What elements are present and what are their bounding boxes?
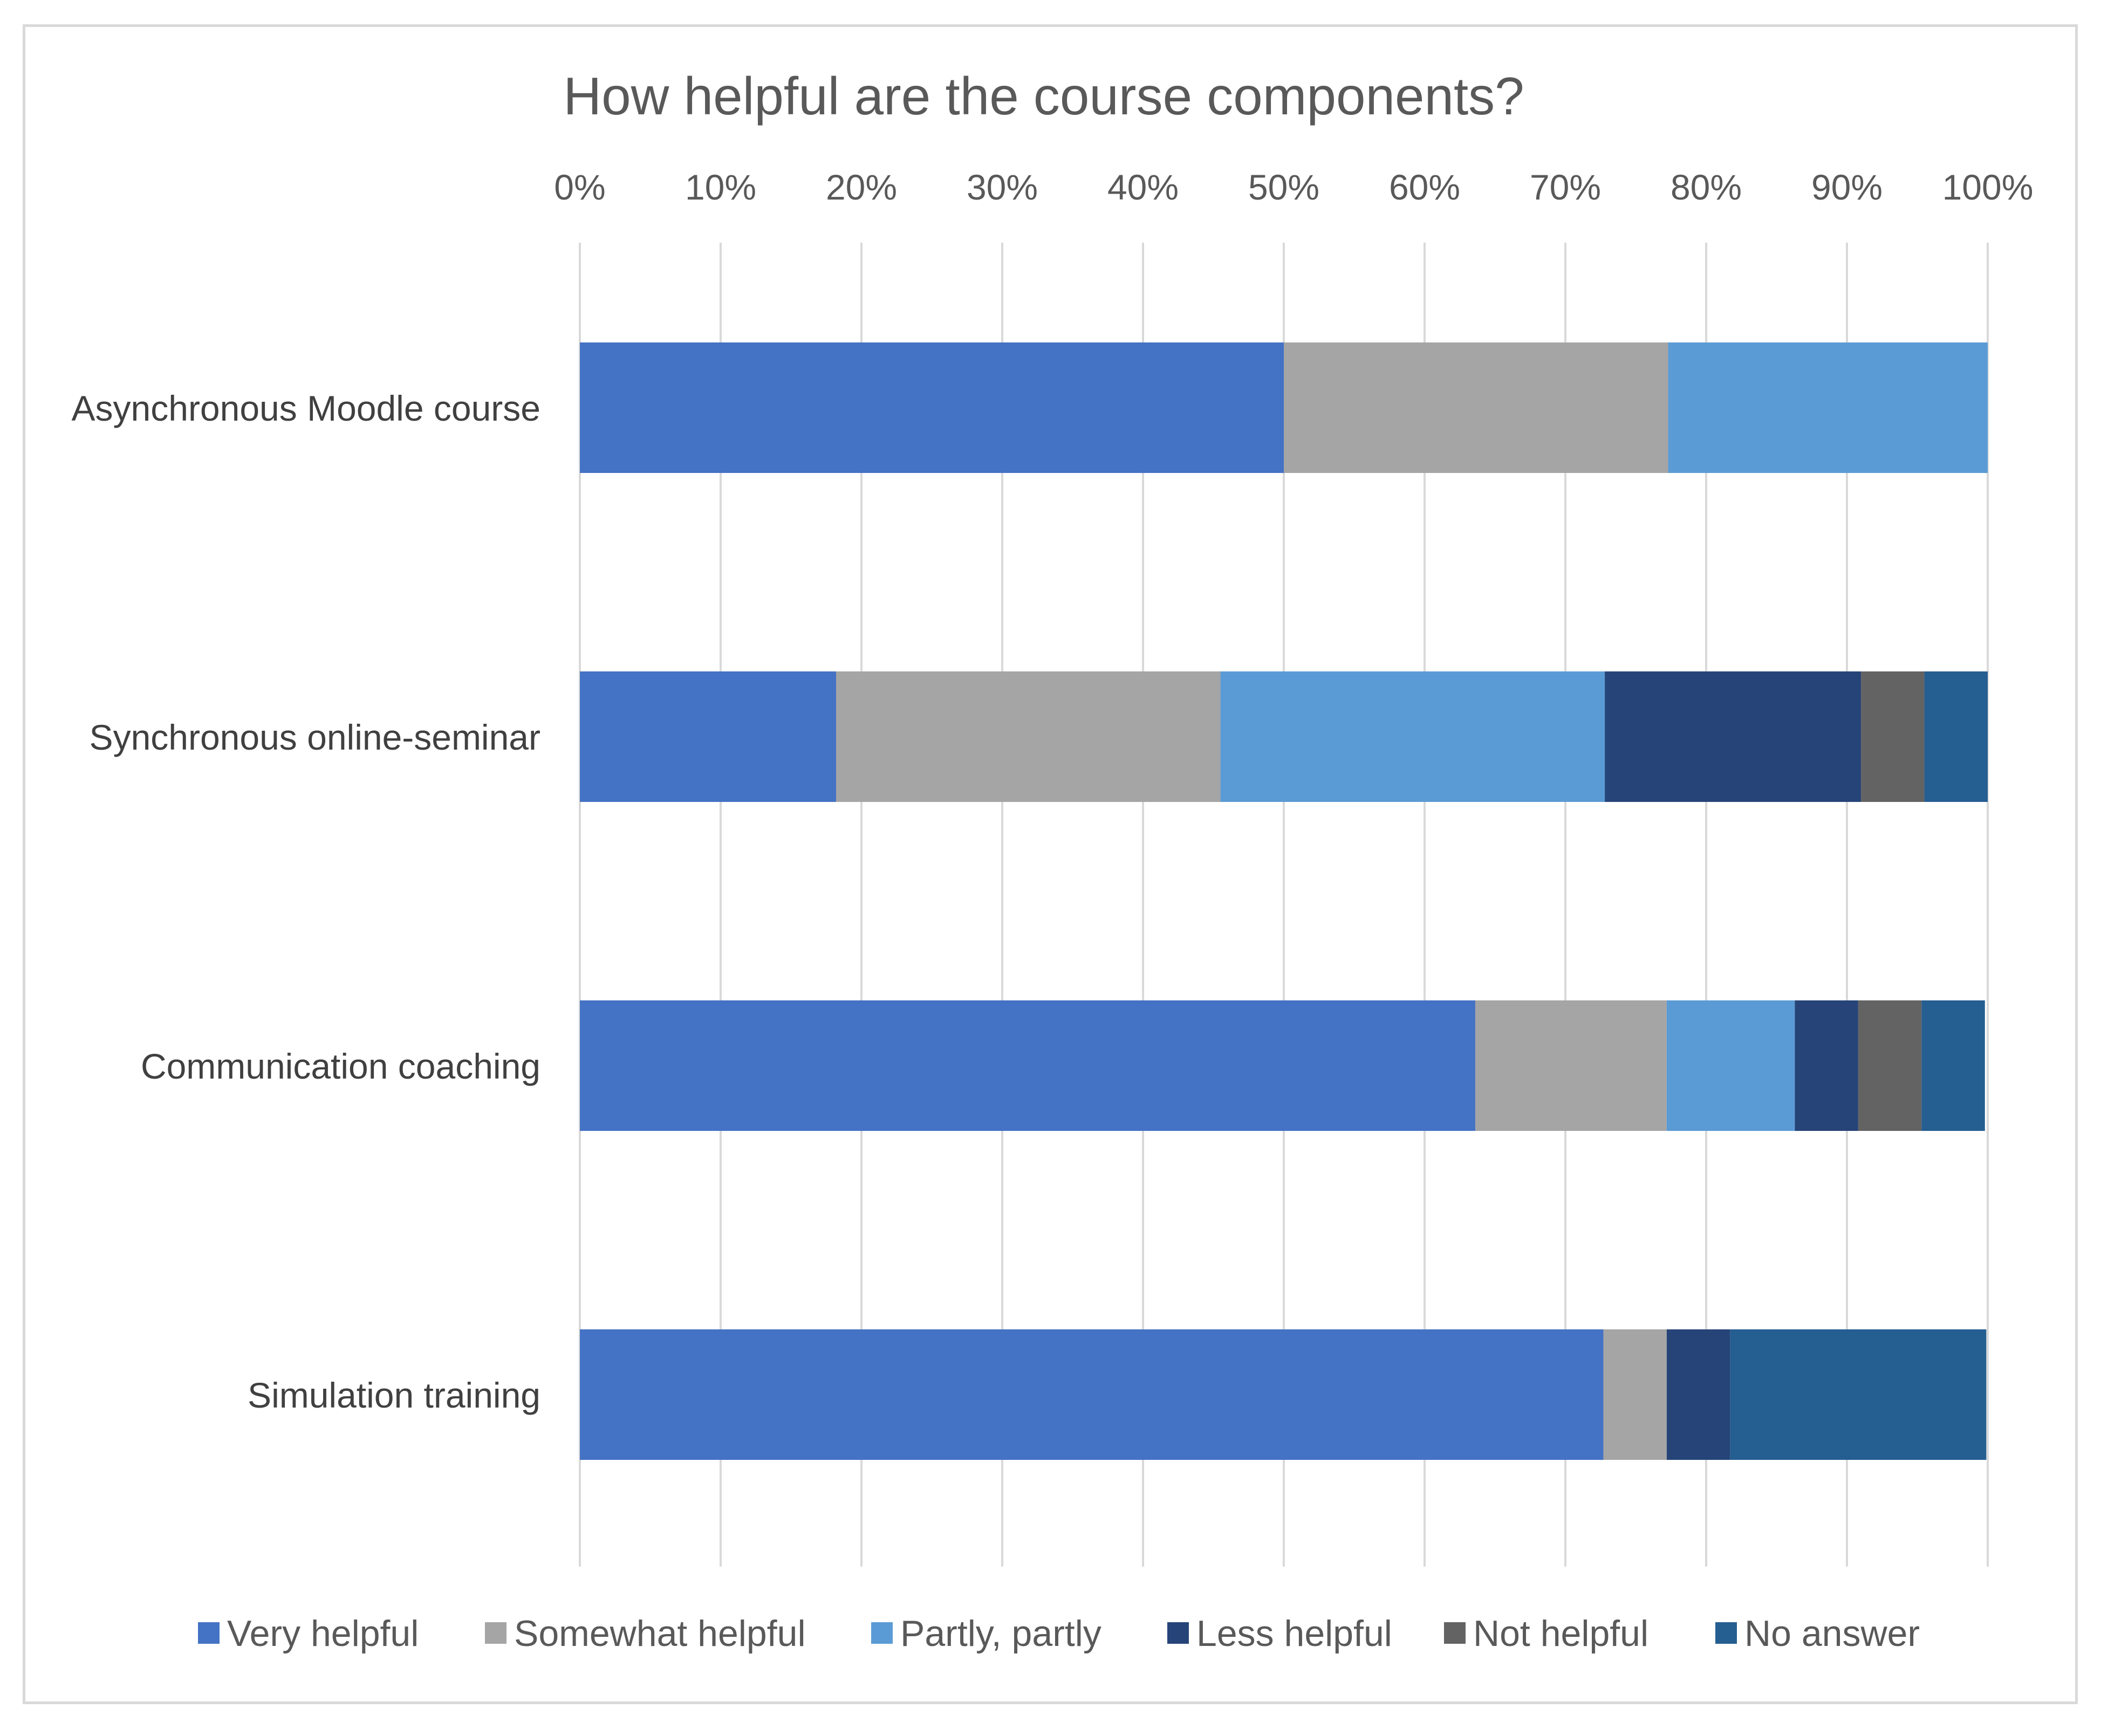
x-tick-label: 100% xyxy=(1942,167,2034,207)
bar-segment xyxy=(1858,1000,1922,1131)
legend-label: Partly, partly xyxy=(900,1613,1101,1654)
bar-segment xyxy=(1666,1000,1795,1131)
legend-swatch xyxy=(1444,1622,1466,1644)
category-label: Asynchronous Moodle course xyxy=(72,388,540,428)
bar-segment xyxy=(580,1329,1604,1460)
bar-segment xyxy=(580,342,1284,473)
x-tick-label: 50% xyxy=(1248,167,1319,207)
legend: Very helpful Somewhat helpful Partly, part… xyxy=(198,1613,1920,1654)
legend-label: Less helpful xyxy=(1196,1613,1392,1654)
stacked-bar-chart: How helpful are the course components? 0… xyxy=(72,66,2034,1654)
category-labels: Asynchronous Moodle course Synchronous on… xyxy=(72,388,540,1415)
x-tick-label: 0% xyxy=(554,167,605,207)
x-tick-label: 80% xyxy=(1671,167,1742,207)
bar-segment xyxy=(1861,671,1925,802)
bar-segment xyxy=(1668,342,1988,473)
bar-segment xyxy=(1730,1329,1987,1460)
chart-frame: How helpful are the course components? 0… xyxy=(23,24,2078,1704)
x-tick-label: 10% xyxy=(685,167,756,207)
bar-segment xyxy=(1284,342,1668,473)
bar-segment xyxy=(1603,1329,1667,1460)
category-label: Communication coaching xyxy=(141,1046,540,1086)
category-label: Simulation training xyxy=(248,1375,540,1415)
bar-segment xyxy=(1220,671,1605,802)
x-tick-label: 20% xyxy=(826,167,897,207)
legend-swatch xyxy=(871,1622,893,1644)
x-tick-label: 40% xyxy=(1107,167,1179,207)
category-label: Synchronous online-seminar xyxy=(90,717,540,757)
bar-segment xyxy=(580,1000,1475,1131)
chart-title: How helpful are the course components? xyxy=(563,66,1524,126)
bar-segment xyxy=(1924,671,1988,802)
legend-label: Somewhat helpful xyxy=(514,1613,806,1654)
legend-swatch xyxy=(485,1622,507,1644)
bar-segment xyxy=(1605,671,1862,802)
bar-segment xyxy=(836,671,1221,802)
bar-segment xyxy=(1666,1329,1730,1460)
legend-label: Very helpful xyxy=(227,1613,419,1654)
bars xyxy=(580,342,1988,1460)
legend-swatch xyxy=(198,1622,220,1644)
x-tick-label: 90% xyxy=(1811,167,1883,207)
legend-label: No answer xyxy=(1744,1613,1920,1654)
legend-label: Not helpful xyxy=(1473,1613,1648,1654)
x-axis-ticks: 0% 10% 20% 30% 40% 50% 60% 70% 80% 90% 100% xyxy=(554,167,2033,207)
bar-segment xyxy=(1795,1000,1858,1131)
bar-segment xyxy=(580,671,837,802)
legend-swatch xyxy=(1715,1622,1737,1644)
legend-swatch xyxy=(1167,1622,1189,1644)
bar-segment xyxy=(1475,1000,1667,1131)
bar-segment xyxy=(1921,1000,1985,1131)
x-tick-label: 60% xyxy=(1389,167,1460,207)
x-tick-label: 70% xyxy=(1530,167,1601,207)
x-tick-label: 30% xyxy=(967,167,1038,207)
